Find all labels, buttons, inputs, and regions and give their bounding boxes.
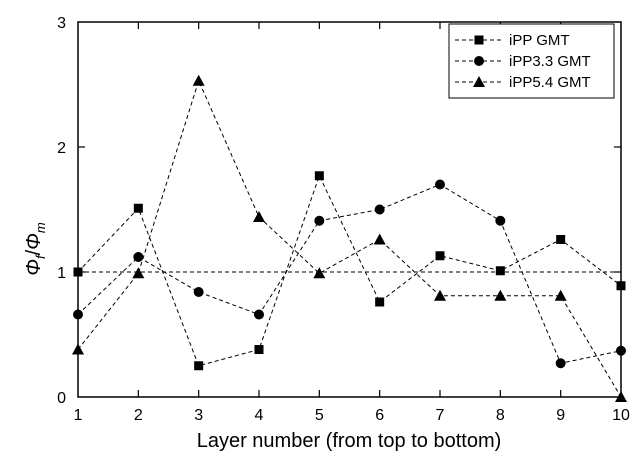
x-tick-label: 2 — [134, 407, 143, 424]
y-axis-title: Φf/Φm — [23, 222, 48, 276]
data-point-ipp-gmt — [254, 345, 264, 354]
y-tick-label: 3 — [57, 15, 66, 32]
data-point-ipp-gmt — [375, 297, 385, 307]
x-tick-label: 9 — [556, 407, 565, 424]
data-point-ipp5-4-gmt — [434, 289, 446, 301]
plot-frame — [77, 21, 622, 398]
legend-marker-ipp5-4-gmt — [473, 76, 485, 87]
x-tick-label: 10 — [612, 407, 630, 424]
data-point-ipp-gmt — [435, 251, 445, 261]
y-axis-title-slash: / — [23, 249, 45, 255]
data-point-ipp-gmt — [556, 235, 566, 244]
legend-marker-ipp-gmt — [474, 35, 484, 45]
data-point-ipp5-4-gmt — [494, 289, 507, 301]
y-axis-title-sub-m: m — [33, 222, 48, 233]
y-axis-title-sub-f: f — [33, 254, 48, 259]
data-point-ipp3-3-gmt — [555, 358, 566, 369]
series-line-ipp5-4-gmt — [77, 79, 622, 398]
legend-label-ipp3-3-gmt: iPP3.3 GMT — [509, 53, 591, 70]
data-point-ipp5-4-gmt — [313, 267, 326, 279]
data-point-ipp5-4-gmt — [253, 211, 265, 222]
x-tick-label: 6 — [375, 407, 384, 424]
x-tick-label: 4 — [255, 407, 264, 424]
data-point-ipp5-4-gmt — [132, 267, 145, 279]
y-axis-title-phi-f: Φ — [23, 259, 45, 276]
x-tick-label: 3 — [194, 407, 203, 424]
data-point-ipp3-3-gmt — [193, 287, 204, 297]
series-line-ipp3-3-gmt — [77, 183, 622, 364]
series-line-ipp-gmt — [77, 174, 622, 367]
y-tick-label: 2 — [57, 140, 66, 157]
data-point-ipp5-4-gmt — [554, 289, 567, 301]
y-tick-label: 0 — [57, 390, 66, 407]
legend: iPP GMT iPP3.3 GMT iPP5.4 GMT — [448, 23, 615, 99]
data-point-ipp3-3-gmt — [374, 204, 385, 215]
data-point-ipp3-3-gmt — [133, 252, 144, 262]
x-axis-title: Layer number (from top to bottom) — [197, 430, 502, 452]
legend-label-ipp-gmt: iPP GMT — [509, 32, 570, 49]
x-tick-label: 5 — [315, 407, 324, 424]
data-point-ipp3-3-gmt — [314, 215, 325, 226]
x-tick-label: 8 — [496, 407, 505, 424]
series-group — [72, 74, 627, 402]
y-tick-label: 1 — [57, 265, 66, 282]
y-axis-title-phi-m: Φ — [23, 233, 45, 250]
axes-group — [77, 21, 622, 398]
legend-label-ipp5-4-gmt: iPP5.4 GMT — [509, 74, 591, 91]
data-point-ipp-gmt — [314, 171, 324, 181]
x-tick-label: 1 — [74, 407, 83, 424]
data-point-ipp5-4-gmt — [373, 233, 386, 245]
data-point-ipp-gmt — [495, 266, 505, 276]
data-point-ipp3-3-gmt — [254, 309, 264, 320]
data-point-ipp5-4-gmt — [192, 74, 205, 86]
x-tick-label: 7 — [436, 407, 445, 424]
legend-marker-ipp3-3-gmt — [474, 56, 484, 66]
data-point-ipp-gmt — [194, 361, 204, 371]
data-point-ipp-gmt — [133, 203, 143, 213]
data-point-ipp3-3-gmt — [495, 215, 506, 226]
data-point-ipp3-3-gmt — [435, 179, 445, 190]
